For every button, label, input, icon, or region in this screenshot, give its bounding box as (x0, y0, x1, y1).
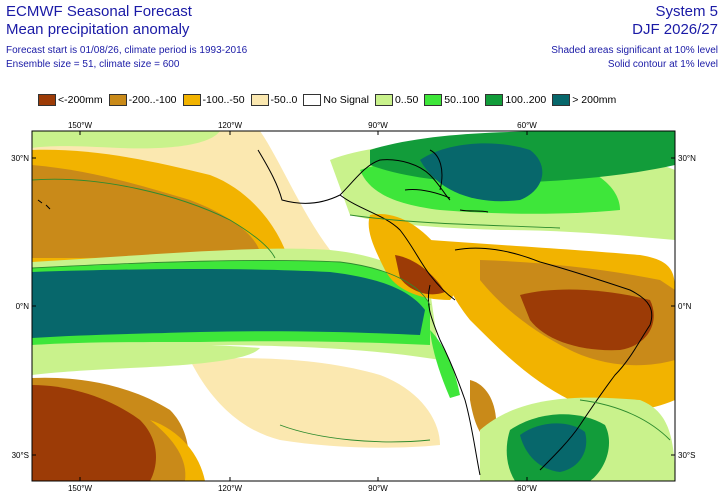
lon-label-top: 90°W (368, 121, 388, 130)
coastline-central-america (339, 194, 456, 301)
forecast-info: Forecast start is 01/08/26, climate peri… (6, 45, 248, 56)
tick-marks (32, 131, 675, 481)
coastline-hawaii (37, 199, 51, 210)
lon-label-bottom: 120°W (218, 484, 243, 493)
coastline-south-america (427, 247, 653, 476)
lon-label-bottom: 60°W (517, 484, 537, 493)
gulf-wet-core (420, 143, 543, 202)
map-field (32, 131, 675, 481)
legend-swatch (374, 94, 393, 106)
north-pacific-green-patch (32, 131, 220, 149)
chart-subtitle: Mean precipitation anomaly (6, 21, 190, 38)
legend-label: > 200mm (572, 94, 617, 106)
legend-label: 50..100 (444, 94, 480, 106)
legend-swatch (250, 94, 269, 106)
south-pacific-mixed (190, 358, 440, 448)
legend-swatch (108, 94, 127, 106)
contour-south-pacific (279, 424, 431, 443)
system-label: System 5 (655, 3, 718, 20)
legend-label: -100..-50 (202, 94, 245, 106)
legend-swatch (552, 94, 571, 106)
legend-item: -100..-50 (182, 94, 245, 106)
legend-label: -200..-100 (128, 94, 177, 106)
central-america-dry-core (395, 255, 445, 295)
lat-label-right: 30°N (678, 154, 696, 163)
period-label: DJF 2026/27 (632, 21, 718, 38)
legend-item: 100..200 (485, 94, 546, 106)
legend-label: 100..200 (505, 94, 547, 106)
legend: <-200mm -200..-100 -100..-50 -50..0 No S… (38, 92, 622, 108)
legend-label: -50..0 (270, 94, 298, 106)
southwest-pacific-fringe (150, 420, 205, 481)
legend-item: > 200mm (552, 94, 616, 106)
lat-label-left: 0°N (16, 302, 30, 311)
coastline-north-america (257, 149, 451, 204)
significance-contour-note: Solid contour at 1% level (607, 59, 718, 70)
legend-swatch (424, 94, 443, 106)
legend-swatch (182, 94, 201, 106)
lon-label-top: 60°W (517, 121, 537, 130)
southwest-pacific-dry-core (32, 385, 156, 481)
coastlines (37, 149, 653, 476)
legend-item: -200..-100 (108, 94, 177, 106)
lon-label-bottom: 90°W (368, 484, 388, 493)
contour-north-pacific (32, 178, 276, 259)
lon-label-top: 120°W (218, 121, 243, 130)
ensemble-info: Ensemble size = 51, climate size = 600 (6, 59, 180, 70)
legend-swatch (303, 94, 322, 106)
contour-south-atlantic (579, 399, 671, 441)
legend-item: 0..50 (374, 94, 419, 106)
lon-label-bottom: 150°W (68, 484, 93, 493)
significance-shaded-note: Shaded areas significant at 10% level (551, 45, 718, 56)
south-pacific-green-strip (32, 343, 260, 375)
significance-contours (32, 178, 671, 443)
legend-swatch (38, 94, 56, 106)
contour-caribbean (349, 214, 561, 229)
southeast-pacific-wet-strip (430, 330, 460, 398)
legend-item: No Signal (303, 94, 369, 106)
lat-label-left: 30°N (11, 154, 29, 163)
legend-swatch (485, 94, 504, 106)
chart-title: ECMWF Seasonal Forecast (6, 3, 192, 20)
legend-item: 50..100 (424, 94, 479, 106)
coastline-caribbean-islands (404, 189, 489, 213)
equatorial-wet-core (32, 269, 425, 338)
lat-label-right: 0°N (678, 302, 692, 311)
contour-equatorial (32, 259, 431, 306)
lon-label-top: 150°W (68, 121, 93, 130)
legend-label: <-200mm (58, 94, 103, 106)
legend-item: -50..0 (250, 94, 298, 106)
legend-label: 0..50 (394, 94, 419, 106)
lat-label-right: 30°S (678, 451, 695, 460)
south-america-dry-core (520, 289, 654, 351)
north-pacific-dry-core (32, 165, 260, 258)
lat-label-left: 30°S (12, 451, 29, 460)
south-atlantic-wet-core (520, 423, 587, 472)
legend-label: No Signal (323, 94, 369, 106)
legend-item: <-200mm (38, 94, 103, 106)
